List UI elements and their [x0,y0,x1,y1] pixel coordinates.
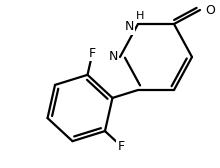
Text: N: N [109,51,118,64]
Text: N: N [125,20,134,33]
Text: F: F [117,139,125,153]
Text: O: O [205,4,215,16]
Text: F: F [89,47,96,60]
Text: H: H [136,11,144,21]
